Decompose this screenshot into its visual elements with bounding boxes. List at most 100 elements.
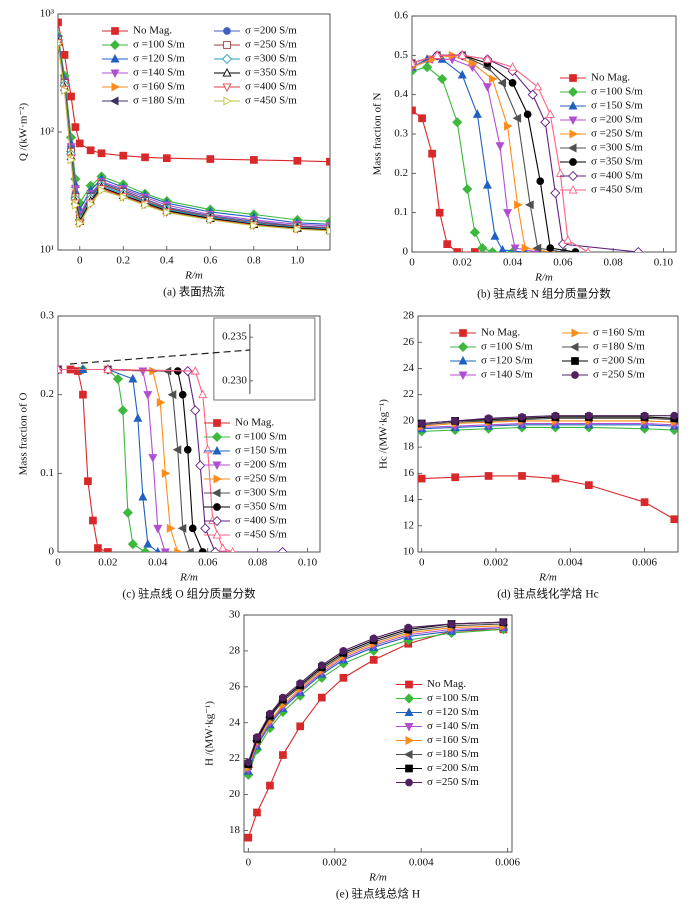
y-tick-label: 0.6 — [394, 10, 408, 22]
legend-marker — [459, 329, 467, 337]
legend-marker — [569, 74, 577, 82]
series-line — [421, 422, 675, 428]
marker — [508, 79, 517, 87]
marker — [482, 180, 492, 189]
marker — [244, 758, 253, 767]
y-axis-label: Mass fraction of O — [18, 393, 30, 476]
plot-frame — [243, 614, 513, 853]
x-axis-label: R/m — [534, 272, 553, 284]
y-tick-label: 16 — [403, 467, 415, 479]
marker — [76, 218, 85, 228]
legend-label: σ =300 S/m — [245, 53, 297, 65]
legend-marker — [111, 82, 121, 92]
x-axis-label: R/m — [368, 872, 387, 884]
inset-tick-label: 0.235 — [222, 331, 247, 343]
marker — [512, 113, 522, 123]
marker — [98, 185, 107, 195]
marker — [418, 419, 426, 428]
y-tick-label: 14 — [403, 493, 415, 505]
marker — [160, 548, 170, 552]
caption: (e) 驻点线总焓 H — [336, 887, 420, 901]
legend-marker — [223, 96, 233, 106]
marker — [94, 544, 102, 552]
legend-marker — [571, 357, 579, 365]
marker — [198, 389, 208, 399]
legend-marker — [403, 693, 415, 704]
legend-marker — [404, 722, 414, 732]
marker — [551, 474, 560, 483]
marker — [482, 83, 492, 92]
series-line — [58, 368, 146, 552]
legend-label: σ =200 S/m — [235, 459, 287, 471]
marker — [514, 200, 523, 210]
marker — [183, 445, 192, 454]
x-tick-label: 0.02 — [453, 257, 472, 269]
x-tick-label: 0.8 — [247, 255, 261, 267]
legend-label: σ =200 S/m — [591, 114, 643, 126]
marker — [488, 74, 498, 84]
marker — [190, 366, 200, 375]
y-tick-label: 28 — [229, 644, 241, 656]
marker — [472, 109, 482, 118]
marker — [527, 89, 538, 100]
marker — [119, 151, 128, 160]
marker — [71, 123, 80, 131]
marker — [471, 248, 479, 252]
series-line — [421, 426, 675, 432]
inset-tick-label: 0.230 — [222, 374, 247, 386]
marker — [218, 543, 228, 552]
marker — [451, 417, 459, 425]
legend: No Mag. σ =100 S/m σ =120 S/m σ =140 S/m σ =… — [102, 25, 297, 107]
marker — [326, 157, 330, 166]
marker — [86, 146, 95, 155]
marker — [551, 411, 560, 420]
marker — [503, 209, 513, 218]
marker — [462, 184, 473, 195]
legend-marker — [405, 736, 415, 745]
y-tick-label: 22 — [403, 388, 414, 400]
x-tick-label: 0 — [77, 255, 83, 267]
marker — [518, 413, 526, 421]
legend: No Mag. σ =100 S/m σ =120 S/m σ =140 S/m σ =… — [396, 678, 479, 788]
series-line — [421, 475, 675, 520]
legend-label: σ =160 S/m — [133, 81, 185, 93]
marker — [210, 546, 221, 552]
x-axis-label: R/m — [179, 572, 198, 584]
y-tick-label: 0 — [49, 546, 55, 558]
marker — [518, 472, 526, 480]
marker — [571, 248, 580, 252]
plot-frame — [417, 315, 679, 553]
legend-label: σ =250 S/m — [427, 776, 479, 788]
caption: (b) 驻点线 N 组分质量分数 — [477, 287, 611, 301]
legend-marker — [111, 27, 119, 35]
y-tick-label: 28 — [403, 310, 415, 322]
marker — [61, 85, 70, 95]
y-tick-label: 22 — [229, 752, 240, 764]
marker — [188, 524, 197, 533]
marker — [89, 516, 97, 525]
marker — [277, 546, 288, 552]
x-tick-label: 0.02 — [98, 557, 117, 569]
panel: 0 0.02 0.04 0.06 0.08 0.10 0 0.1 0.2 0.3 R/m Mass f… — [18, 310, 321, 601]
legend-label: No Mag. — [235, 417, 274, 429]
marker — [404, 623, 413, 632]
legend-label: σ =120 S/m — [427, 706, 479, 718]
marker — [418, 474, 426, 483]
legend-marker — [223, 27, 231, 35]
marker — [87, 199, 96, 209]
legend-marker — [109, 96, 119, 106]
marker — [122, 507, 133, 518]
marker — [640, 498, 649, 507]
marker — [670, 411, 678, 420]
marker — [60, 51, 69, 59]
legend-marker — [403, 750, 413, 759]
y-tick-label: 24 — [229, 716, 241, 728]
marker — [435, 208, 444, 217]
marker — [141, 153, 149, 162]
marker — [167, 390, 177, 400]
marker — [532, 243, 542, 252]
marker — [499, 618, 508, 627]
legend-label: σ =160 S/m — [427, 734, 479, 746]
marker — [487, 246, 498, 252]
y-tick-label: 20 — [403, 414, 415, 426]
